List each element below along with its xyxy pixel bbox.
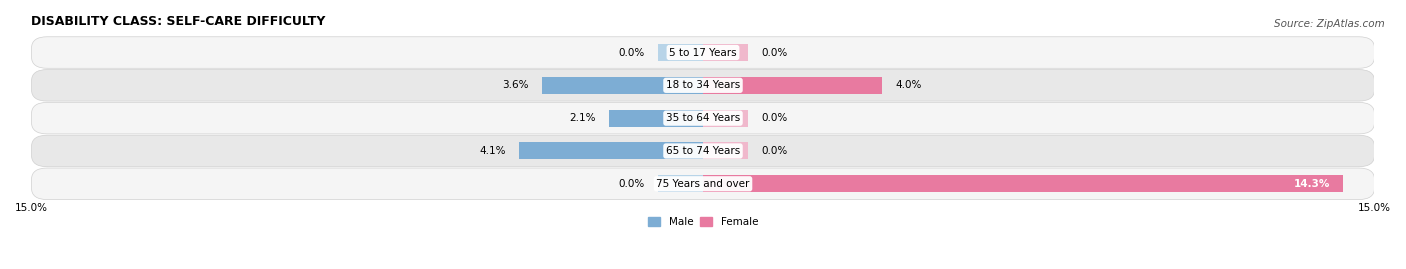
Bar — [703, 44, 748, 61]
Bar — [703, 77, 882, 94]
Bar — [703, 142, 748, 160]
Text: 14.3%: 14.3% — [1294, 179, 1330, 189]
Bar — [609, 110, 703, 127]
Text: 0.0%: 0.0% — [761, 48, 787, 58]
Text: DISABILITY CLASS: SELF-CARE DIFFICULTY: DISABILITY CLASS: SELF-CARE DIFFICULTY — [31, 15, 326, 28]
Text: 0.0%: 0.0% — [761, 113, 787, 123]
Legend: Male, Female: Male, Female — [644, 213, 762, 231]
Text: 3.6%: 3.6% — [502, 80, 529, 90]
Text: Source: ZipAtlas.com: Source: ZipAtlas.com — [1274, 19, 1385, 29]
Text: 4.0%: 4.0% — [896, 80, 922, 90]
Text: 35 to 64 Years: 35 to 64 Years — [666, 113, 740, 123]
FancyBboxPatch shape — [31, 102, 1375, 134]
Text: 4.1%: 4.1% — [479, 146, 506, 156]
Text: 18 to 34 Years: 18 to 34 Years — [666, 80, 740, 90]
FancyBboxPatch shape — [31, 168, 1375, 200]
Text: 0.0%: 0.0% — [619, 48, 645, 58]
FancyBboxPatch shape — [31, 135, 1375, 167]
Bar — [703, 175, 1343, 192]
FancyBboxPatch shape — [31, 70, 1375, 101]
Bar — [658, 175, 703, 192]
Bar — [658, 44, 703, 61]
Text: 65 to 74 Years: 65 to 74 Years — [666, 146, 740, 156]
Text: 0.0%: 0.0% — [619, 179, 645, 189]
Bar — [703, 110, 748, 127]
FancyBboxPatch shape — [31, 37, 1375, 68]
Text: 5 to 17 Years: 5 to 17 Years — [669, 48, 737, 58]
Bar — [541, 77, 703, 94]
Text: 75 Years and over: 75 Years and over — [657, 179, 749, 189]
Text: 2.1%: 2.1% — [569, 113, 596, 123]
Bar — [519, 142, 703, 160]
Text: 0.0%: 0.0% — [761, 146, 787, 156]
